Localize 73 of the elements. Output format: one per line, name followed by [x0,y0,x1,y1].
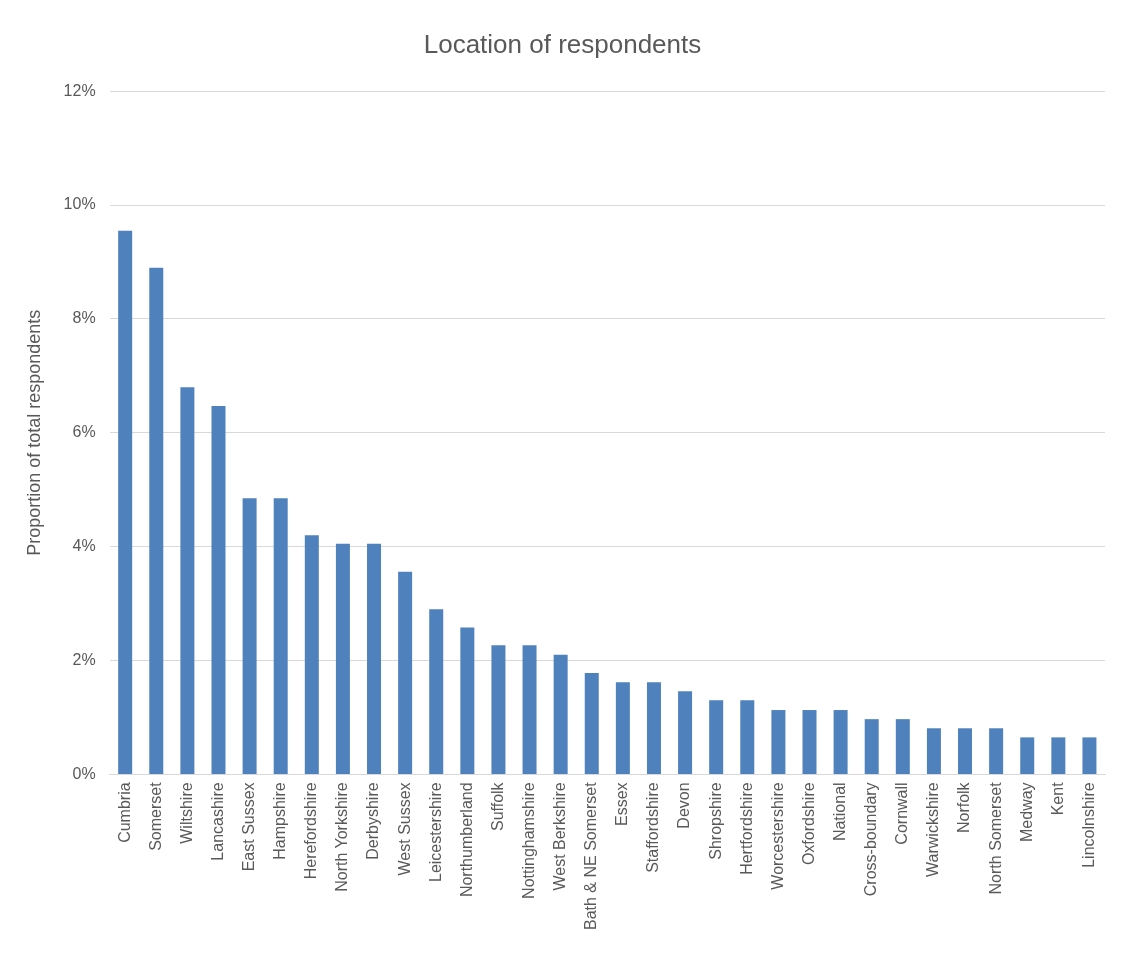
x-tick-label: Staffordshire [644,782,662,873]
x-tick-label: Worcestershire [768,782,786,890]
bar [367,543,382,774]
bar [989,728,1004,774]
x-tick-label: Derbyshire [364,782,382,860]
bar [678,691,693,774]
bar [242,498,257,774]
bar [1020,737,1035,774]
x-tick-label: Bath & NE Somerset [582,781,600,931]
x-tick-label: Leicestershire [426,782,444,882]
bar [460,627,475,774]
bar [1051,737,1066,774]
bar [646,682,661,774]
y-tick-label: 12% [63,81,96,99]
x-tick-label: Essex [613,782,631,826]
x-tick-label: North Somerset [986,781,1004,895]
bar [771,710,786,774]
bar [304,535,319,774]
bar [584,673,599,774]
x-tick-label: National [831,782,849,842]
x-tick-label: Lincolnshire [1079,782,1097,868]
x-tick-label: Cumbria [115,782,133,843]
bar [802,710,817,774]
bar [118,230,133,774]
bar [864,719,879,774]
x-tick-label: Medway [1017,782,1035,842]
x-tick-label: Kent [1048,781,1066,816]
bar [335,543,350,774]
bar [1082,737,1097,774]
y-tick-label: 2% [72,650,96,668]
x-tick-label: Cornwall [893,782,911,845]
x-tick-label: Hertfordshire [737,782,755,875]
x-tick-label: Nottinghamshire [519,782,537,899]
x-tick-label: Wiltshire [177,782,195,844]
x-tick-label: Herefordshire [302,782,320,880]
x-tick-label: West Berkshire [551,782,569,891]
bar [709,700,724,774]
x-tick-label: Oxfordshire [799,782,817,866]
x-tick-label: East Sussex [240,782,257,872]
bar [740,700,755,774]
bar [491,645,506,774]
y-tick-label: 4% [72,537,96,555]
y-axis-title: Proportion of total respondents [23,309,44,556]
bar [398,571,413,774]
bar [926,728,941,774]
chart-title: Location of respondents [423,28,702,59]
bar [211,406,226,774]
bar [958,728,973,774]
bar [429,609,444,774]
y-tick-label: 8% [72,309,96,327]
bar [833,710,848,774]
y-tick-label: 0% [72,764,96,782]
y-tick-label: 10% [63,195,96,213]
x-tick-label: Hampshire [271,782,289,860]
x-tick-label: Northumberland [457,782,475,898]
x-tick-label: Warwickshire [924,782,942,877]
bar [273,498,288,774]
x-tick-label: Lancashire [208,782,226,861]
x-tick-label: North Yorkshire [333,782,351,892]
x-tick-label: Somerset [146,781,164,851]
bar [180,387,195,774]
bar [895,719,910,774]
x-tick-label: Devon [675,782,693,829]
x-tick-label: West Sussex [395,782,413,876]
bar [615,682,630,774]
y-tick-label: 6% [72,423,96,441]
bar [522,645,537,774]
bar [149,267,164,774]
x-tick-label: Norfolk [955,781,973,834]
x-tick-label: Shropshire [706,782,724,860]
x-tick-label: Suffolk [488,781,506,832]
x-tick-label: Cross-boundary [862,782,880,897]
bar [553,654,568,774]
